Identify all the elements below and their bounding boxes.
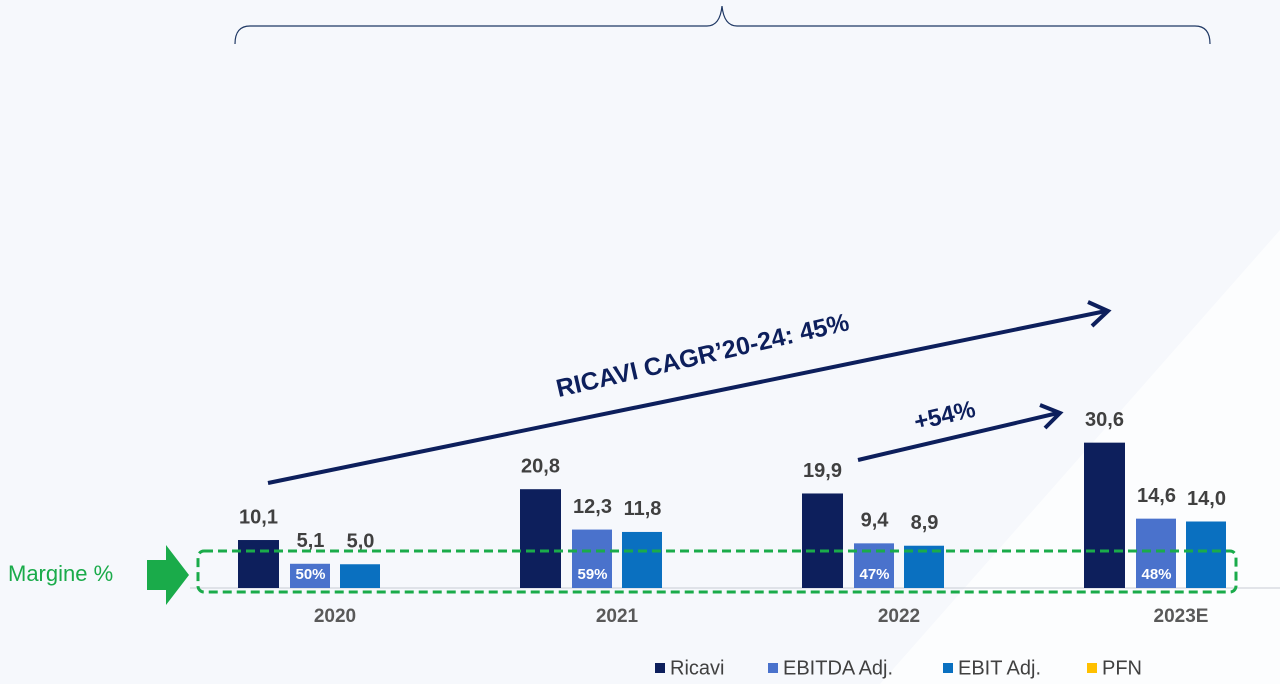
bar: [854, 543, 894, 588]
legend-swatch: [655, 663, 665, 673]
margin-label: Margine %: [8, 561, 113, 586]
bar: [1136, 518, 1176, 588]
bar: [520, 489, 561, 588]
cagr-arrow: [267, 309, 1107, 485]
margin-arrow: [147, 545, 189, 605]
value-label: 10,1: [239, 506, 278, 528]
x-tick-label: 2023E: [1154, 606, 1209, 627]
bar: [238, 540, 279, 588]
bar: [802, 493, 843, 588]
value-label: 5,0: [347, 531, 375, 553]
x-tick-label: 2021: [596, 606, 639, 627]
bar: [340, 564, 380, 588]
value-label: 9,4: [861, 510, 890, 532]
bar: [904, 545, 944, 588]
value-label: 30,6: [1085, 409, 1124, 431]
legend-label: PFN: [1102, 657, 1142, 679]
legend-label: EBITDA Adj.: [783, 657, 893, 679]
bar: [572, 529, 612, 588]
cagr-label: RICAVI CAGR’20-24: 45%: [554, 308, 852, 403]
legend-swatch: [943, 663, 953, 673]
value-label: 20,8: [521, 455, 560, 477]
bar: [622, 531, 662, 588]
cagr-arrowhead: [1087, 300, 1112, 328]
x-tick-label: 2020: [314, 606, 356, 627]
bar: [1084, 442, 1125, 588]
bar: [290, 563, 330, 588]
margin-value: 47%: [859, 566, 889, 583]
growth-arrow: [857, 411, 1059, 462]
legend: Ricavi EBITDA Adj. EBIT Adj. PFN: [655, 657, 1142, 679]
bar: [1186, 521, 1226, 588]
value-label: 8,9: [911, 512, 939, 534]
legend-label: EBIT Adj.: [958, 657, 1041, 679]
value-label: 14,0: [1187, 488, 1226, 510]
margin-value: 48%: [1141, 566, 1171, 583]
growth-arrowhead: [1039, 403, 1064, 430]
bars: 2020 10,1 5,1 50% 5,0 2021 20,8 12,3 59% 11,8 2022…: [238, 409, 1226, 627]
value-label: 11,8: [624, 498, 662, 520]
value-label: 19,9: [803, 460, 842, 482]
margin-box: [196, 549, 1238, 594]
legend-swatch: [1087, 663, 1097, 673]
value-label: 5,1: [297, 530, 325, 552]
value-label: 14,6: [1137, 485, 1176, 507]
legend-label: Ricavi: [670, 657, 724, 679]
margin-value: 59%: [577, 566, 607, 583]
legend-swatch: [768, 663, 778, 673]
x-tick-label: 2022: [878, 606, 920, 627]
brace: [234, 5, 1211, 45]
value-label: 12,3: [573, 496, 612, 518]
margin-value: 50%: [295, 566, 325, 583]
background-shape: [880, 230, 1280, 684]
growth-label: +54%: [911, 396, 978, 436]
